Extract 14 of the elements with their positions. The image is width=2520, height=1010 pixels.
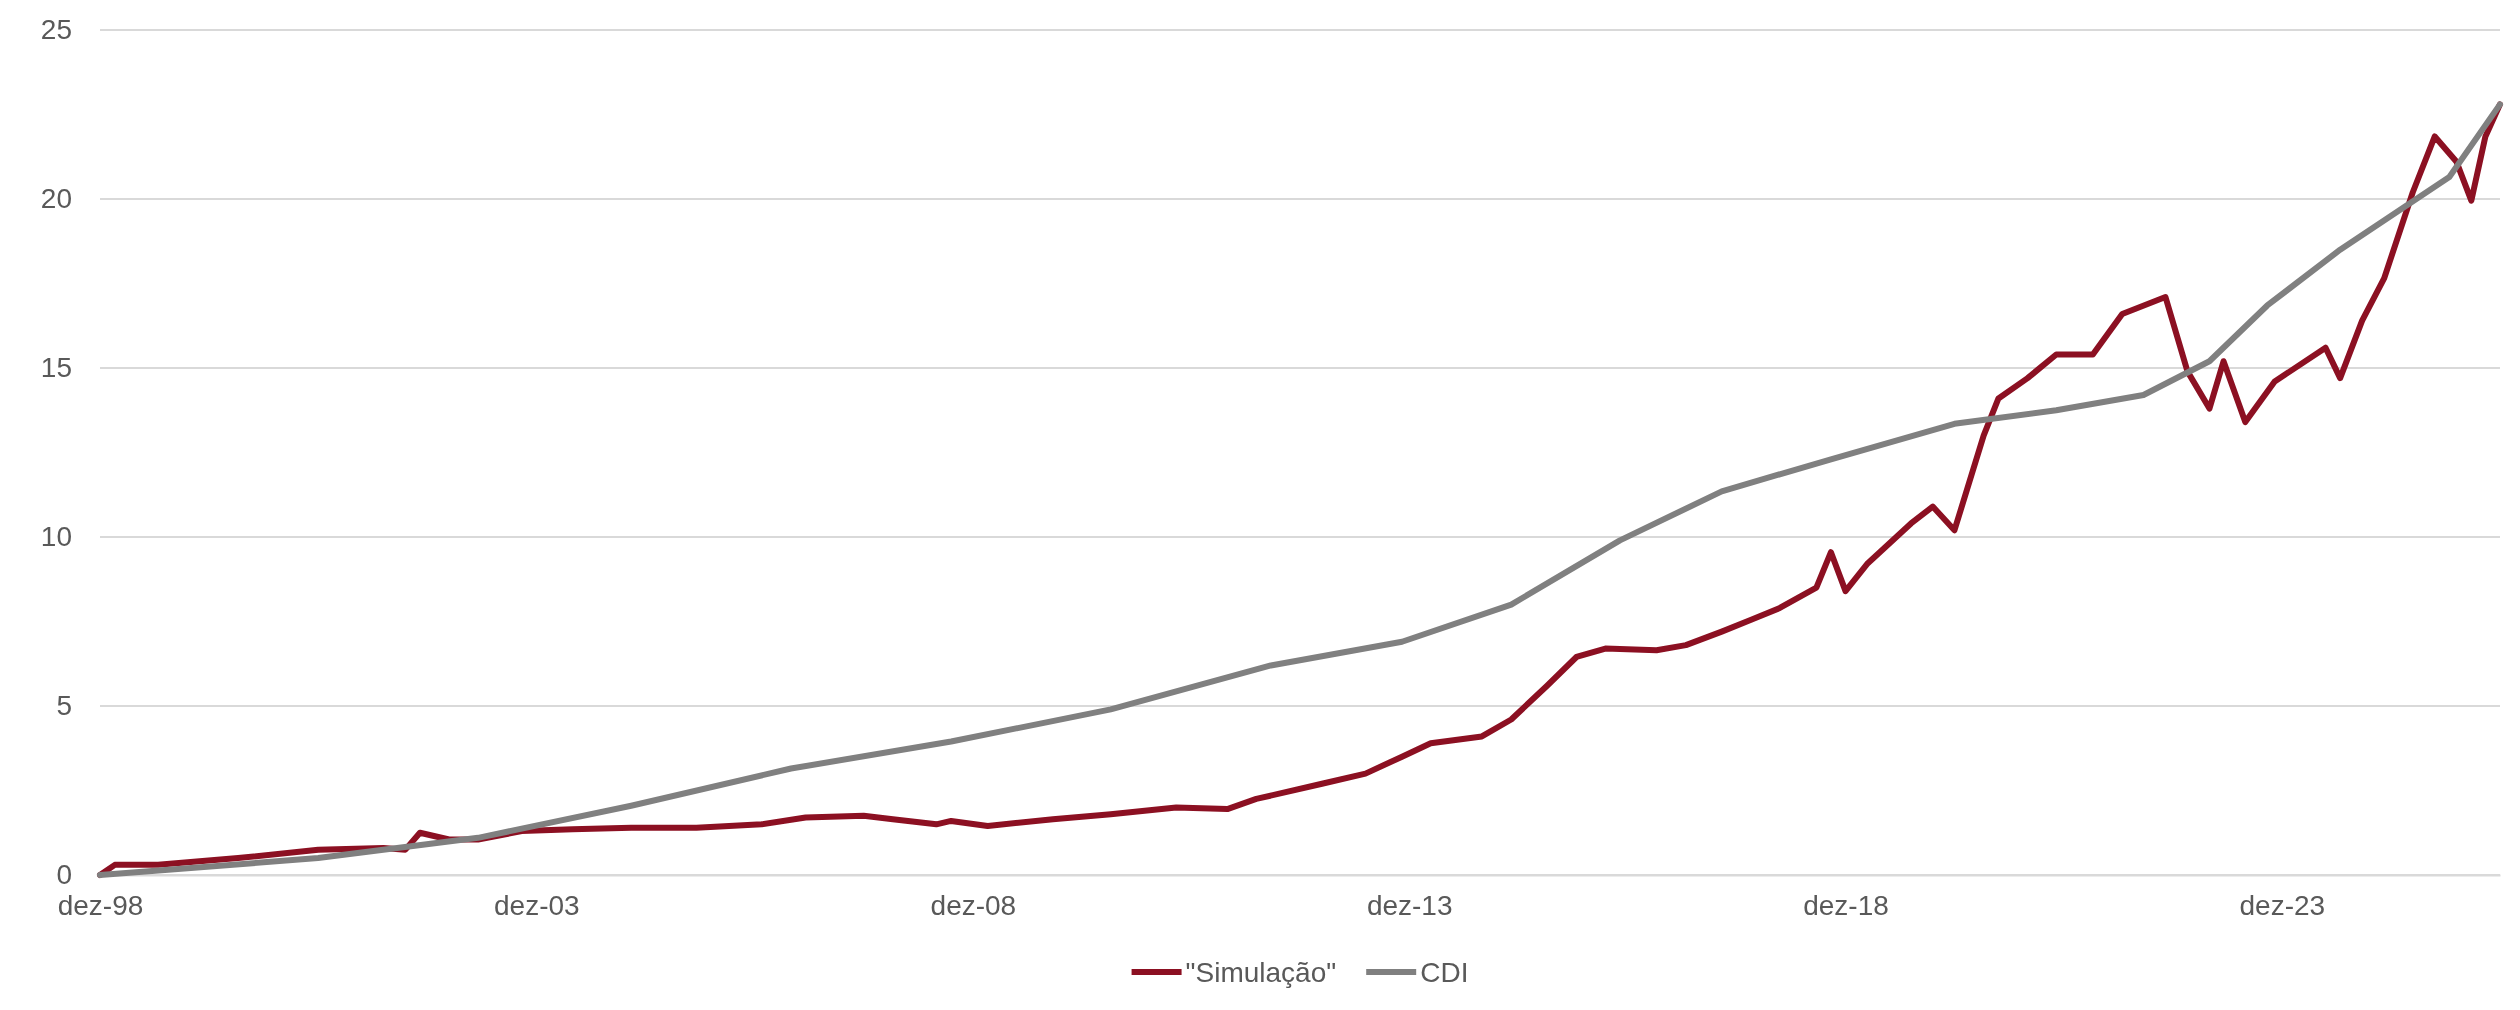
- x-tick-label: dez-18: [1803, 889, 1889, 921]
- y-tick-label: 15: [40, 352, 72, 384]
- x-tick-label: dez-98: [57, 889, 144, 921]
- legend-label: CDI: [1420, 956, 1469, 988]
- y-tick-label: 10: [40, 521, 72, 553]
- y-tick-label: 0: [56, 859, 72, 891]
- y-tick-label: 5: [56, 690, 72, 722]
- y-tick-label: 25: [40, 14, 72, 46]
- legend-label: "Simulação": [1185, 956, 1337, 988]
- x-tick-label: dez-03: [494, 889, 580, 921]
- x-tick-label: dez-13: [1366, 889, 1453, 921]
- y-tick-label: 20: [40, 183, 72, 215]
- x-tick-label: dez-23: [2239, 889, 2326, 921]
- x-tick-label: dez-08: [930, 889, 1017, 921]
